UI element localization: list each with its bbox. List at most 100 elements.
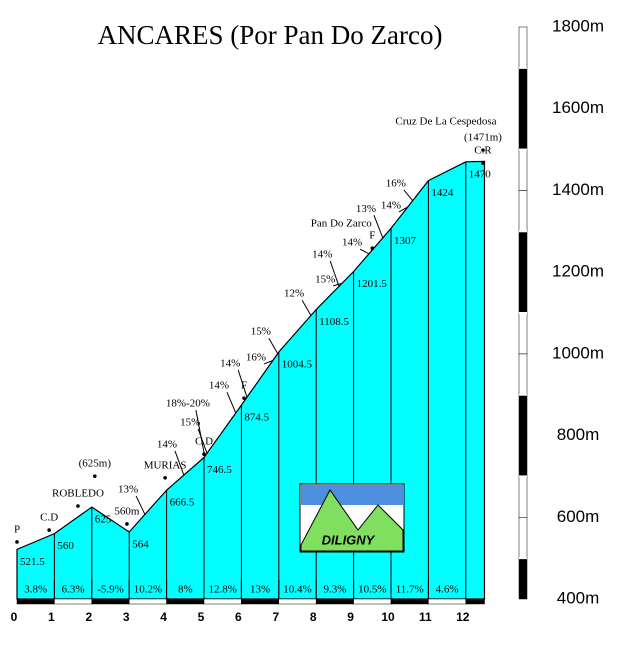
x-axis-segment <box>241 598 280 605</box>
x-axis-segment <box>428 598 467 605</box>
place-label: ROBLEDO <box>52 488 104 500</box>
x-tick-label: 10 <box>381 610 395 624</box>
x-tick-label: 0 <box>11 610 18 624</box>
gradient-label: 3.8% <box>24 584 47 596</box>
x-tick-label: 9 <box>347 610 354 624</box>
place-marker <box>163 476 167 480</box>
x-axis-segment <box>16 598 55 605</box>
altitude-label: 521.5 <box>20 556 45 568</box>
x-axis-segment <box>390 598 429 605</box>
place-marker <box>92 474 97 478</box>
x-tick-label: 6 <box>235 610 242 624</box>
y-tick-label: 1600m <box>552 98 604 117</box>
ramp-label: 12% <box>284 288 304 300</box>
place-marker <box>242 396 246 400</box>
leader-line <box>329 260 340 287</box>
gradient-label: 9.3% <box>323 584 346 596</box>
altitude-label: 874.5 <box>244 412 269 424</box>
place-label: Pan Do Zarco <box>311 217 373 229</box>
leader-line <box>301 299 312 316</box>
y-axis-segment <box>518 353 528 395</box>
place-label: F <box>241 380 247 392</box>
altitude-label: 1307 <box>394 235 417 247</box>
ramp-label: 14% <box>381 199 401 211</box>
leader-line <box>403 189 414 202</box>
altitude-label: 666.5 <box>170 497 195 509</box>
ramp-label: 18%-20% <box>166 398 210 410</box>
y-tick-label: 600m <box>557 507 600 526</box>
place-marker <box>125 522 129 526</box>
profile-area <box>16 160 486 600</box>
ramp-label: 16% <box>246 351 266 363</box>
gradient-label: 8% <box>178 584 193 596</box>
logo-mountains <box>300 489 404 552</box>
y-tick-label: 1800m <box>552 16 604 35</box>
y-axis-gap <box>519 557 527 560</box>
y-axis-white <box>519 108 527 110</box>
altitude-label: 1470 <box>469 168 492 180</box>
leader-line <box>174 450 185 476</box>
gradient-label: 13% <box>250 584 270 596</box>
y-tick-label: 1000m <box>552 343 604 362</box>
x-tick-label: 5 <box>198 610 205 624</box>
ramp-label: 14% <box>220 358 240 370</box>
y-axis-gap <box>519 230 527 233</box>
ramp-label: 15% <box>315 273 335 285</box>
y-axis-segment <box>518 435 528 477</box>
leader-line <box>197 428 208 454</box>
y-axis-gap <box>519 66 527 69</box>
logo-text: DILIGNY <box>322 532 376 547</box>
place-label: C.D <box>195 436 213 448</box>
y-axis-segment <box>518 108 528 150</box>
gradient-label: 12.8% <box>208 584 236 596</box>
y-tick-label: 1200m <box>552 262 604 281</box>
logo-sky <box>301 485 403 505</box>
x-tick-label: 2 <box>85 610 92 624</box>
leader-line <box>237 369 248 398</box>
gradient-label: 10.4% <box>283 584 311 596</box>
y-tick-label: 800m <box>557 425 600 444</box>
ramp-label: 14% <box>342 237 362 249</box>
y-axis-gap <box>519 148 527 151</box>
y-axis-white <box>519 272 527 274</box>
y-axis-segment <box>518 67 528 109</box>
gradient-label: 4.6% <box>436 584 459 596</box>
leader-line <box>135 495 146 515</box>
x-axis-segment <box>91 598 130 605</box>
x-axis-segment <box>54 598 93 605</box>
x-tick-label: 11 <box>419 610 432 624</box>
x-axis-segment <box>203 598 242 605</box>
y-axis-segment <box>518 26 528 69</box>
chart-title: ANCARES (Por Pan Do Zarco) <box>98 20 443 50</box>
altitude-label: 560 <box>57 540 74 552</box>
place-label: P <box>14 523 20 535</box>
x-tick-label: 7 <box>272 610 279 624</box>
ramp-label: 15% <box>180 416 200 428</box>
y-axis-segment <box>518 517 528 559</box>
y-axis-segment <box>518 557 528 600</box>
gradient-label: 6.3% <box>62 584 85 596</box>
leader-line <box>195 410 206 457</box>
altitude-label: 564 <box>132 539 149 551</box>
place-label: Cruz De La Cespedosa <box>395 116 496 128</box>
leader-line <box>268 337 279 354</box>
logo: DILIGNY <box>299 483 405 553</box>
ramp-label: 13% <box>118 483 138 495</box>
x-axis-segment <box>315 598 354 605</box>
y-axis-gap <box>519 393 527 396</box>
gradient-label: 10.2% <box>134 584 162 596</box>
y-axis-gap <box>519 475 527 478</box>
y-axis-segment <box>518 149 528 191</box>
ramp-label: 14% <box>157 438 177 450</box>
x-axis-segment <box>278 598 317 605</box>
altitude-label: 746.5 <box>207 464 232 476</box>
altitude-label: 625 <box>95 514 112 526</box>
ramp-label: 14% <box>312 249 332 261</box>
place-label: (625m) <box>79 458 112 470</box>
ramp-label: 15% <box>251 326 271 338</box>
x-tick-label: 8 <box>310 610 317 624</box>
place-label: 560m <box>114 506 140 518</box>
y-axis-segment <box>518 394 528 436</box>
place-marker <box>47 528 51 532</box>
